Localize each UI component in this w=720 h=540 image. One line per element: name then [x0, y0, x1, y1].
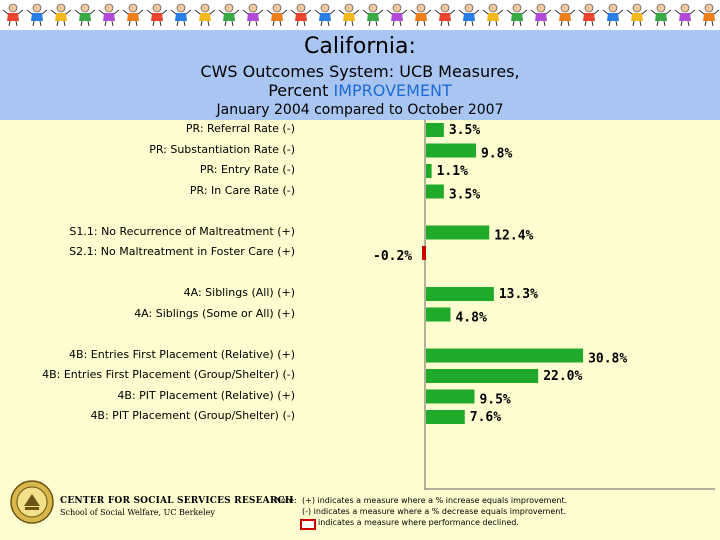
subtitle-highlight: IMPROVEMENT	[333, 81, 452, 100]
data-label: 13.3%	[499, 287, 538, 302]
category-label: PR: Entry Rate (-)	[199, 163, 295, 176]
child-figure-icon	[458, 3, 480, 27]
child-figure-icon	[530, 3, 552, 27]
child-figure-icon	[602, 3, 624, 27]
child-figure-icon	[506, 3, 528, 27]
decline-legend-swatch	[300, 519, 316, 530]
category-label: 4B: PIT Placement (Relative) (+)	[117, 388, 295, 402]
bar	[426, 307, 451, 322]
data-label: 12.4%	[494, 229, 533, 244]
data-label: 1.1%	[437, 164, 468, 179]
child-figure-icon	[98, 3, 120, 27]
bar	[426, 143, 476, 158]
bar	[426, 410, 465, 424]
data-label: 3.5%	[449, 123, 480, 138]
data-label: -0.2%	[373, 249, 412, 264]
org-school: School of Social Welfare, UC Berkeley	[60, 508, 215, 517]
comparison-period: January 2004 compared to October 2007	[216, 102, 504, 118]
bar	[426, 164, 432, 178]
subtitle-line-1: CWS Outcomes System: UCB Measures,	[200, 62, 520, 81]
data-label: 9.5%	[479, 393, 510, 408]
data-label: 3.5%	[449, 188, 480, 203]
bar	[426, 123, 444, 137]
declined-bar	[422, 246, 426, 260]
child-figure-icon	[338, 3, 360, 27]
children-banner	[0, 0, 720, 30]
child-figure-icon	[290, 3, 312, 27]
page-subtitle: CWS Outcomes System: UCB Measures, Perce…	[0, 62, 720, 100]
category-label: 4B: Entries First Placement (Group/Shelt…	[42, 368, 295, 381]
category-label: S2.1: No Maltreatment in Foster Care (+)	[69, 245, 295, 258]
subtitle-line-2: Percent IMPROVEMENT	[0, 81, 720, 100]
child-figure-icon	[650, 3, 672, 27]
child-figure-icon	[50, 3, 72, 27]
category-label: PR: Substantiation Rate (-)	[149, 142, 295, 156]
bar	[426, 389, 475, 404]
bar	[426, 348, 584, 363]
child-figure-icon	[482, 3, 504, 27]
data-label: 7.6%	[470, 410, 501, 425]
child-figure-icon	[2, 3, 24, 27]
child-figure-icon	[194, 3, 216, 27]
category-label: 4B: Entries First Placement (Relative) (…	[69, 347, 295, 361]
child-figure-icon	[698, 3, 720, 27]
child-figure-icon	[26, 3, 48, 27]
uc-berkeley-seal-icon	[10, 480, 54, 524]
note-plus: (+) indicates a measure where a % increa…	[302, 496, 568, 505]
page-title: California:	[304, 34, 416, 59]
org-name: CENTER FOR SOCIAL SERVICES RESEARCH	[60, 496, 294, 506]
bar	[426, 225, 490, 240]
child-figure-icon	[146, 3, 168, 27]
data-label: 30.8%	[588, 352, 627, 367]
subtitle-prefix: Percent	[268, 81, 334, 100]
data-label: 22.0%	[543, 369, 582, 384]
category-label: PR: In Care Rate (-)	[189, 183, 295, 197]
child-figure-icon	[554, 3, 576, 27]
child-figure-icon	[674, 3, 696, 27]
child-figure-icon	[170, 3, 192, 27]
child-figure-icon	[410, 3, 432, 27]
category-label: PR: Referral Rate (-)	[185, 122, 295, 135]
note-decline: indicates a measure where performance de…	[318, 518, 519, 527]
child-figure-icon	[626, 3, 648, 27]
child-figure-icon	[386, 3, 408, 27]
data-label: 9.8%	[481, 147, 512, 162]
child-figure-icon	[242, 3, 264, 27]
note-label: Note:	[275, 496, 297, 505]
child-figure-icon	[122, 3, 144, 27]
bar	[426, 369, 539, 383]
child-figure-icon	[218, 3, 240, 27]
bar	[426, 184, 444, 199]
category-label: 4A: Siblings (Some or All) (+)	[134, 306, 295, 320]
bar	[426, 287, 494, 301]
data-label: 4.8%	[455, 311, 486, 326]
child-figure-icon	[314, 3, 336, 27]
child-figure-icon	[578, 3, 600, 27]
child-figure-icon	[434, 3, 456, 27]
child-figure-icon	[362, 3, 384, 27]
header-band	[0, 30, 720, 120]
category-label: 4B: PIT Placement (Group/Shelter) (-)	[90, 409, 295, 422]
category-label: S1.1: No Recurrence of Maltreatment (+)	[69, 224, 295, 238]
child-figure-icon	[74, 3, 96, 27]
child-figure-icon	[266, 3, 288, 27]
category-label: 4A: Siblings (All) (+)	[183, 286, 295, 299]
note-minus: (-) indicates a measure where a % decrea…	[302, 507, 567, 516]
